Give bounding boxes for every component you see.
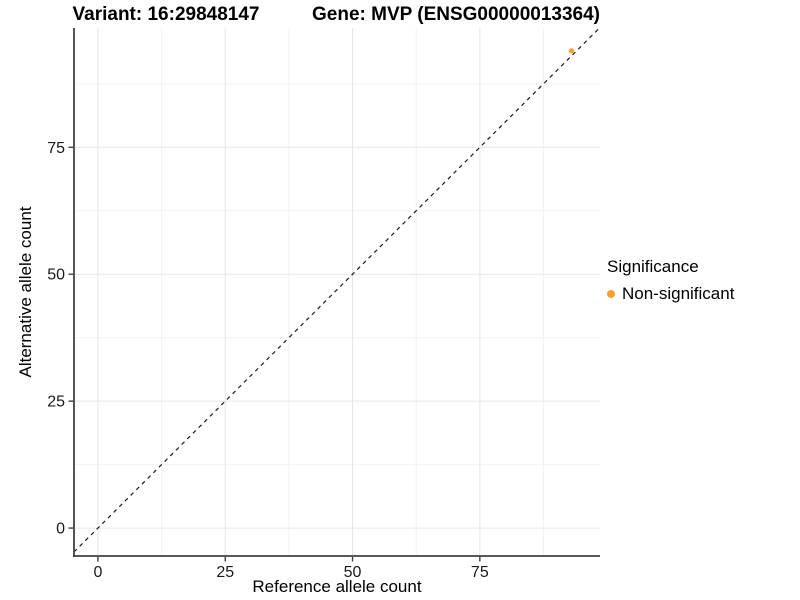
- data-point: [568, 48, 575, 54]
- svg-text:75: 75: [47, 140, 65, 157]
- x-axis-ticks: 0 25 50 75: [93, 557, 489, 581]
- svg-text:25: 25: [216, 564, 234, 581]
- x-axis-title: Reference allele count: [252, 577, 422, 596]
- variant-title: Variant: 16:29848147: [72, 4, 260, 25]
- identity-line: [73, 27, 600, 553]
- legend: Significance Non-significant: [607, 257, 734, 304]
- legend-point-icon: [607, 290, 615, 298]
- minor-gridlines: [74, 28, 600, 556]
- svg-text:50: 50: [47, 267, 65, 284]
- legend-item: Non-significant: [607, 284, 734, 304]
- axis-lines: [73, 28, 600, 557]
- major-gridlines: [74, 28, 600, 556]
- svg-text:50: 50: [344, 564, 362, 581]
- legend-title: Significance: [607, 257, 699, 276]
- gene-title: Gene: MVP (ENSG00000013364): [312, 4, 600, 25]
- legend-item-label: Non-significant: [622, 284, 735, 303]
- data-points: [568, 48, 575, 54]
- y-axis-title: Alternative allele count: [16, 206, 35, 378]
- svg-text:25: 25: [47, 394, 65, 411]
- svg-text:0: 0: [56, 521, 65, 538]
- y-axis-ticks: 0 25 50 75: [47, 140, 73, 538]
- svg-text:75: 75: [471, 564, 489, 581]
- svg-text:0: 0: [93, 564, 102, 581]
